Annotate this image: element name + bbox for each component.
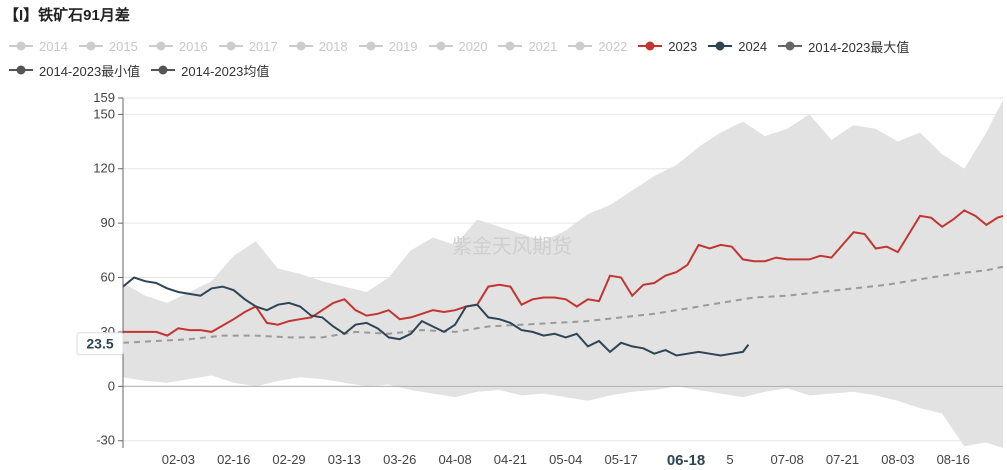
legend-label: 2014-2023均值	[181, 63, 270, 79]
legend-label: 2014	[39, 38, 68, 54]
legend-item-2[interactable]: 2016	[148, 34, 208, 58]
watermark: 紫金天风期货	[452, 234, 572, 258]
legend-line-icon	[568, 41, 593, 51]
legend-item-1[interactable]: 2015	[78, 34, 138, 58]
series-mean-line	[122, 265, 1004, 344]
legend-label: 2022	[598, 38, 628, 54]
legend-item-8[interactable]: 2022	[567, 34, 627, 58]
chart-title: 【I】铁矿石91月差	[4, 7, 130, 24]
pointer-value-bg	[76, 332, 124, 356]
legend-item-9[interactable]: 2023	[637, 34, 697, 58]
x-tick-label: 02-03	[162, 452, 195, 467]
x-tick-label: 08-16	[937, 452, 970, 467]
legend-label: 2024	[738, 38, 768, 54]
legend-item-12[interactable]: 2014-2023最小值	[8, 58, 140, 82]
series-2024-line	[122, 276, 750, 357]
legend-item-11[interactable]: 2014-2023最大值	[777, 34, 909, 58]
legend-line-icon	[708, 41, 733, 51]
legend-label: 2021	[528, 38, 558, 54]
series-2023-line	[123, 209, 1004, 337]
x-tick-label: 04-21	[494, 452, 527, 467]
y-tick-label: 90	[101, 215, 115, 230]
legend: 2014 2015 2016 2017 2018 2019 2020 2021 2022 2023…	[8, 34, 1003, 82]
legend-line-icon	[9, 65, 33, 75]
legend-line-icon	[9, 41, 33, 51]
x-tick-label: 08-03	[881, 452, 914, 467]
y-tick-label: 150	[93, 106, 115, 121]
x-tick-label: 03-13	[328, 452, 361, 467]
legend-item-7[interactable]: 2021	[497, 34, 557, 58]
legend-label: 2018	[318, 38, 348, 54]
pointer-label-bg	[655, 448, 717, 470]
pointer-x-label: 06-18	[667, 452, 705, 469]
legend-label: 2019	[388, 38, 418, 54]
legend-label: 2023	[668, 38, 698, 54]
legend-line-icon	[151, 65, 176, 75]
legend-item-0[interactable]: 2014	[8, 34, 68, 58]
legend-item-4[interactable]: 2018	[288, 34, 348, 58]
legend-line-icon	[778, 41, 803, 51]
pointer-y-label: 23.5	[86, 336, 113, 352]
max-min-band	[123, 99, 1003, 449]
legend-label: 2014-2023最小值	[39, 63, 141, 79]
x-tick-label: 02-16	[217, 452, 250, 467]
y-tick-label: 159	[93, 90, 115, 105]
legend-line-icon	[498, 41, 523, 51]
x-tick-label: 07-21	[826, 452, 859, 467]
y-tick-label: -30	[96, 433, 115, 448]
x-tick-label: 02-29	[272, 452, 305, 467]
x-tick-label: 07-08	[771, 452, 804, 467]
legend-label: 2015	[108, 38, 138, 54]
x-tick-label: 03-26	[383, 452, 416, 467]
x-tick-label: 04-08	[438, 452, 471, 467]
legend-line-icon	[638, 41, 663, 51]
legend-item-13[interactable]: 2014-2023均值	[150, 58, 269, 82]
legend-item-6[interactable]: 2020	[428, 34, 488, 58]
y-tick-label: 60	[101, 270, 115, 285]
legend-line-icon	[288, 41, 313, 51]
legend-label: 2016	[178, 38, 208, 54]
legend-line-icon	[148, 41, 173, 51]
legend-item-5[interactable]: 2019	[358, 34, 418, 58]
legend-label: 2014-2023最大值	[808, 39, 910, 55]
legend-line-icon	[78, 41, 103, 51]
x-tick-label: 05-04	[549, 452, 582, 467]
x-tick-label: 5	[726, 452, 733, 467]
legend-item-3[interactable]: 2017	[218, 34, 278, 58]
legend-label: 2017	[248, 38, 278, 54]
legend-line-icon	[428, 41, 453, 51]
legend-label: 2020	[458, 38, 488, 54]
y-tick-label: 120	[93, 161, 115, 176]
legend-line-icon	[218, 41, 243, 51]
x-tick-label: 05-17	[604, 452, 637, 467]
legend-line-icon	[358, 41, 383, 51]
y-tick-label: 0	[108, 378, 115, 393]
legend-item-10[interactable]: 2024	[707, 34, 767, 58]
